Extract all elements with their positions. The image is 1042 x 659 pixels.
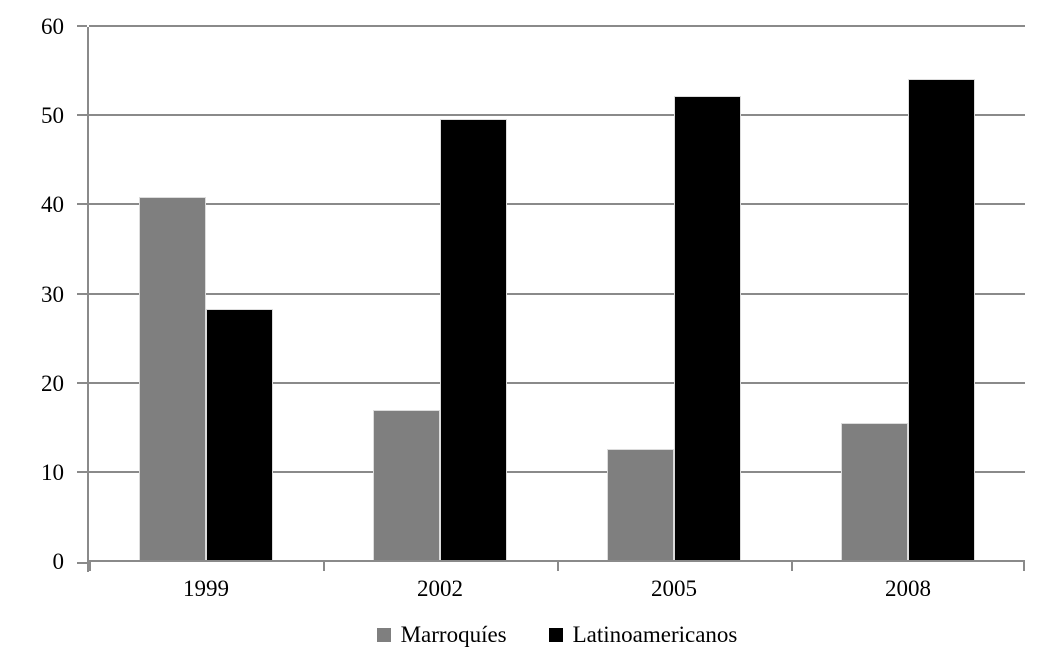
y-axis-tick-20 (77, 381, 87, 384)
x-axis-tick-3 (791, 562, 793, 571)
y-axis-tick-40 (77, 203, 87, 206)
x-axis-label-2005: 2005 (651, 576, 697, 601)
bar-marroquies-2005 (607, 448, 674, 560)
gridline-60 (89, 25, 1025, 27)
x-axis-label-2008: 2008 (885, 576, 931, 601)
x-axis-tick-0 (89, 562, 91, 571)
y-axis-tick-10 (77, 470, 87, 473)
x-axis-tick-2 (557, 562, 559, 571)
plot-area (77, 25, 1025, 572)
x-axis-tick-4 (1023, 562, 1025, 571)
legend-label-marroquies: Marroquíes (400, 622, 507, 647)
gridline-50 (89, 114, 1025, 117)
bar-marroquies-1999 (139, 197, 206, 560)
x-axis-label-1999: 1999 (183, 576, 229, 601)
bar-latinoamericanos-2008 (908, 78, 975, 560)
gridline-30 (89, 292, 1025, 295)
y-axis-tick-0 (77, 562, 87, 564)
y-axis-label-30: 30 (41, 281, 64, 307)
legend-item-marroquies: Marroquíes (376, 622, 507, 648)
x-axis-label-2002: 2002 (417, 576, 463, 601)
legend-swatch-marroquies (376, 628, 391, 642)
y-axis-label-40: 40 (41, 192, 64, 218)
gridline-40 (89, 203, 1025, 206)
gridline-10 (89, 470, 1025, 473)
legend-item-latinoamericanos: Latinoamericanos (548, 622, 738, 648)
x-axis-tick-1 (323, 562, 325, 571)
y-axis-label-10: 10 (41, 459, 64, 485)
y-axis-tick-30 (77, 292, 87, 295)
y-axis-label-20: 20 (41, 370, 64, 396)
legend-label-latinoamericanos: Latinoamericanos (572, 622, 738, 647)
y-axis-line (87, 27, 89, 572)
legend-swatch-latinoamericanos (548, 628, 563, 642)
gridline-20 (89, 381, 1025, 384)
bar-latinoamericanos-2005 (674, 96, 741, 560)
y-axis-label-0: 0 (52, 549, 65, 574)
y-axis-label-60: 60 (41, 14, 64, 39)
y-axis-tick-50 (77, 114, 87, 117)
bar-marroquies-2008 (841, 422, 908, 560)
x-axis-line (89, 560, 1025, 562)
legend: Marroquíes Latinoamericanos (89, 622, 1025, 648)
bar-latinoamericanos-2002 (440, 118, 507, 560)
y-axis-tick-60 (77, 25, 87, 27)
y-axis-label-50: 50 (41, 103, 64, 129)
bar-latinoamericanos-1999 (206, 308, 273, 560)
bar-marroquies-2002 (373, 410, 440, 560)
